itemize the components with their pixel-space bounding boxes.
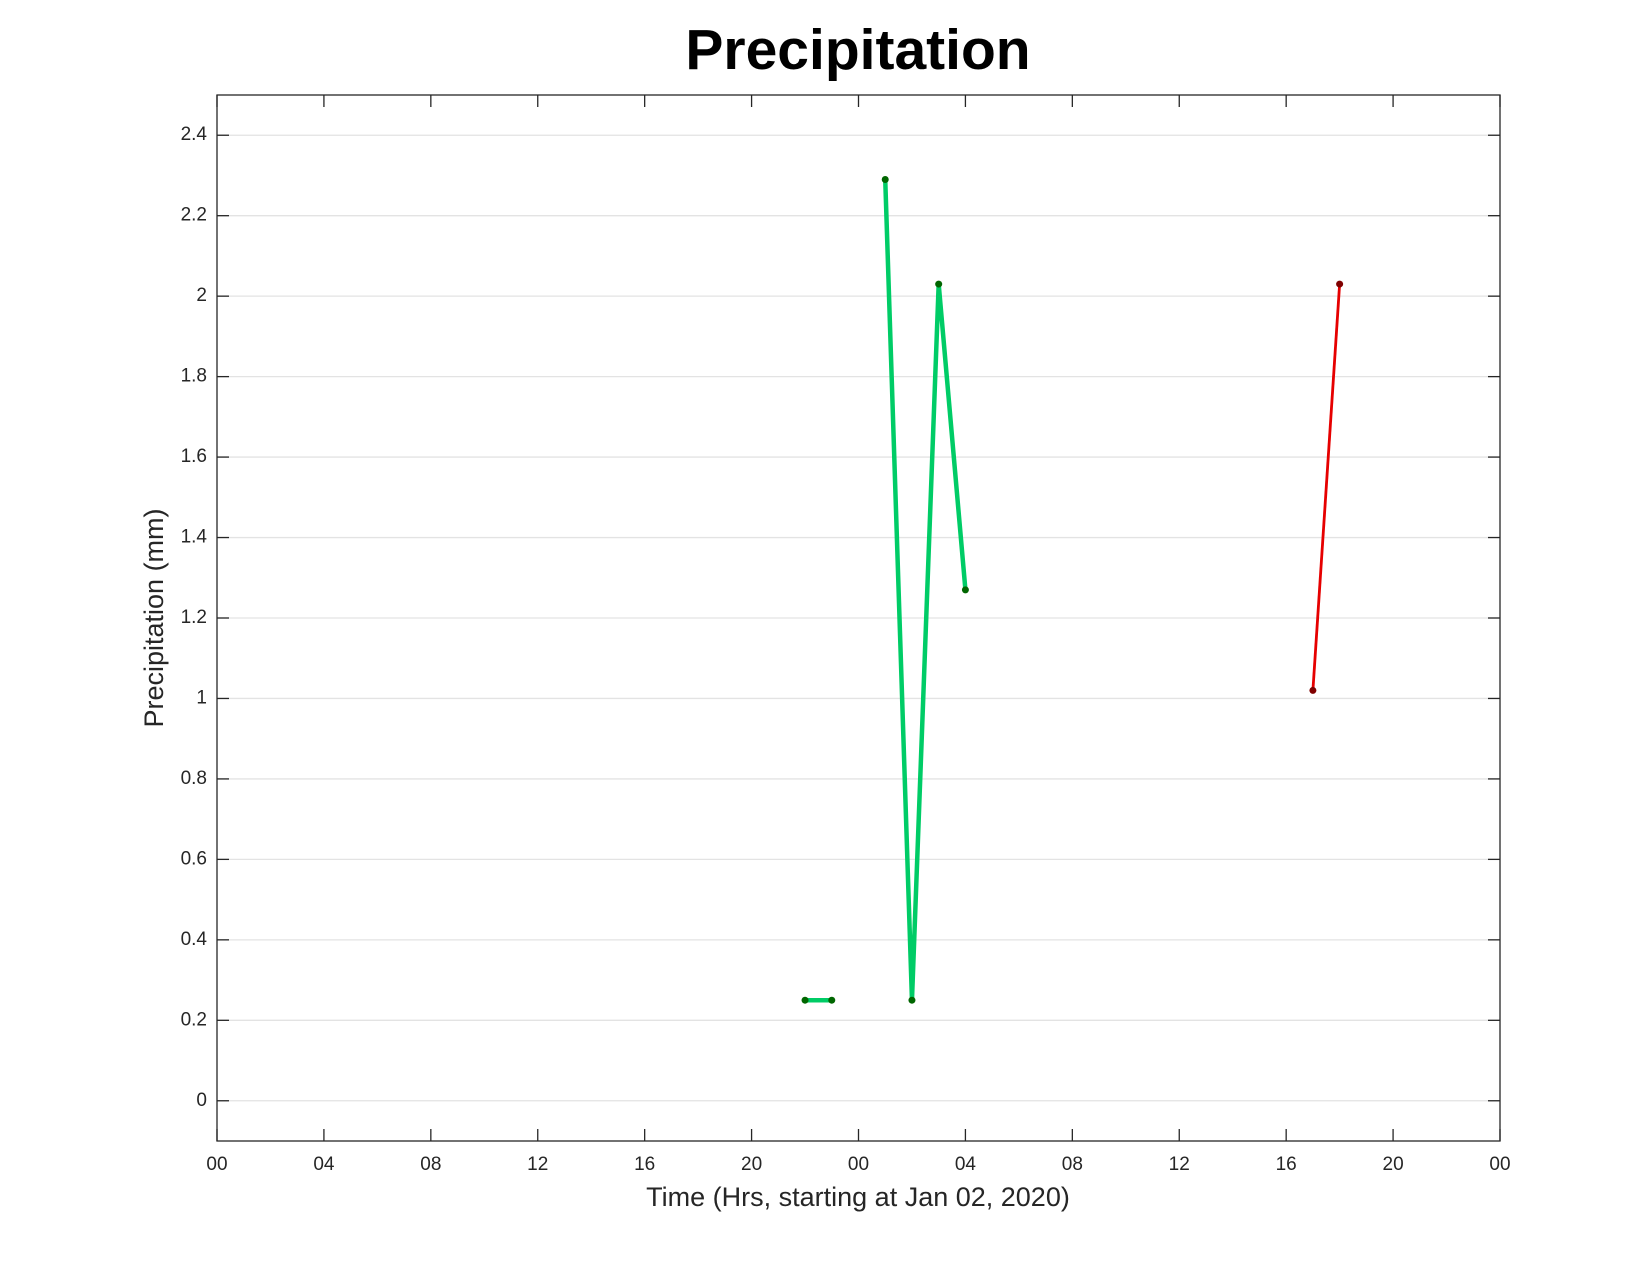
data-point xyxy=(881,175,889,183)
x-tick-label: 04 xyxy=(955,1154,977,1175)
x-tick-label: 20 xyxy=(1383,1154,1404,1175)
data-point xyxy=(828,996,836,1004)
y-tick-label: 1.4 xyxy=(181,527,208,548)
data-point xyxy=(961,586,969,594)
x-tick-label: 04 xyxy=(313,1154,335,1175)
data-point xyxy=(801,996,809,1004)
x-tick-label: 00 xyxy=(1489,1154,1510,1175)
data-line xyxy=(1311,283,1342,691)
x-tick-label: 08 xyxy=(1062,1154,1083,1175)
y-tick-label: 0.4 xyxy=(181,929,208,950)
y-tick-label: 0 xyxy=(196,1090,207,1111)
x-tick-label: 20 xyxy=(741,1154,762,1175)
x-tick-label: 16 xyxy=(1276,1154,1297,1175)
y-tick-label: 2.2 xyxy=(181,205,207,226)
x-tick-label: 12 xyxy=(1169,1154,1190,1175)
data-point xyxy=(908,996,916,1004)
y-tick-label: 0.8 xyxy=(181,768,207,789)
y-tick-label: 1 xyxy=(196,687,207,708)
data-point xyxy=(1309,686,1317,694)
data-line xyxy=(805,179,968,1003)
x-tick-label: 08 xyxy=(420,1154,441,1175)
y-tick-label: 2 xyxy=(196,285,207,306)
y-tick-label: 1.2 xyxy=(181,607,207,628)
x-tick-label: 00 xyxy=(848,1154,869,1175)
y-tick-label: 0.6 xyxy=(181,848,207,869)
x-tick-label: 00 xyxy=(206,1154,227,1175)
y-axis-label: Precipitation (mm) xyxy=(139,508,169,727)
chart-title: Precipitation xyxy=(685,18,1030,82)
y-tick-label: 0.2 xyxy=(181,1009,207,1030)
data-point xyxy=(935,280,943,288)
x-axis-label: Time (Hrs, starting at Jan 02, 2020) xyxy=(646,1182,1070,1212)
x-tick-label: 16 xyxy=(634,1154,655,1175)
y-tick-label: 2.4 xyxy=(181,124,208,145)
y-tick-label: 1.6 xyxy=(181,446,207,467)
data-point xyxy=(1336,280,1344,288)
x-tick-label: 12 xyxy=(527,1154,548,1175)
plot-frame xyxy=(216,94,1501,1142)
y-tick-label: 1.8 xyxy=(181,366,207,387)
